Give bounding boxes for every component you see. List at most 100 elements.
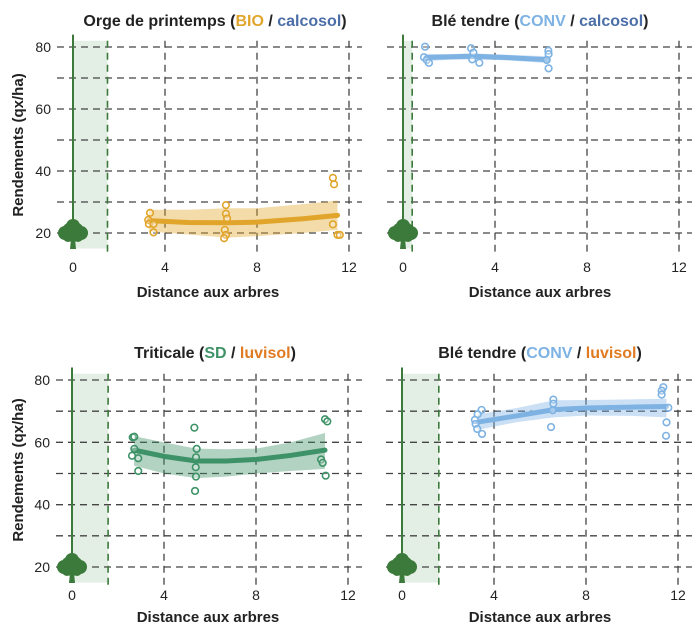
confidence-band xyxy=(134,432,325,479)
tree-strip xyxy=(403,40,413,249)
panel-title: Triticale (SD / luvisol) xyxy=(134,345,296,362)
data-point xyxy=(662,418,671,427)
data-point xyxy=(321,471,330,480)
plot-area xyxy=(57,34,362,252)
data-point xyxy=(190,486,200,496)
data-point xyxy=(544,64,553,73)
data-point xyxy=(149,228,158,237)
plot-area xyxy=(386,367,692,586)
tree-canopy xyxy=(402,566,412,576)
data-point xyxy=(191,453,201,462)
data-point xyxy=(420,42,430,51)
data-point xyxy=(335,230,344,239)
panel-ble-conv-calcosol: Blé tendre (CONV / calcosol) Distance au… xyxy=(387,13,692,301)
y-tick-label: 60 xyxy=(34,434,50,450)
tree-strip xyxy=(73,40,108,249)
data-point xyxy=(475,58,484,67)
tree-canopy xyxy=(393,232,403,242)
y-tick-label: 40 xyxy=(34,497,50,513)
trend-line xyxy=(146,212,340,226)
data-point xyxy=(130,432,139,441)
x-tick-label: 0 xyxy=(69,259,77,275)
x-tick-label: 8 xyxy=(253,259,261,275)
x-axis-label: Distance aux arbres xyxy=(469,609,612,626)
data-point xyxy=(130,444,139,453)
trend-line xyxy=(423,53,551,63)
tree-icon xyxy=(58,219,88,249)
x-tick-label: 12 xyxy=(340,587,356,603)
tree-canopy xyxy=(63,232,73,242)
data-point xyxy=(323,417,332,426)
tree-strip xyxy=(72,373,109,583)
x-tick-label: 0 xyxy=(68,587,76,603)
x-tick-label: 8 xyxy=(583,259,591,275)
plot-area xyxy=(56,367,362,586)
tree-icon xyxy=(388,219,418,249)
data-point xyxy=(134,454,143,463)
tree-trunk xyxy=(69,573,75,583)
data-point xyxy=(328,173,338,182)
x-tick-label: 0 xyxy=(399,259,407,275)
y-axis-label: Rendements (qx/ha) xyxy=(10,398,27,541)
panel-title: Blé tendre (CONV / calcosol) xyxy=(432,13,649,30)
tree-icon xyxy=(387,553,417,583)
confidence-band xyxy=(148,200,338,238)
x-tick-label: 12 xyxy=(671,259,687,275)
data-point xyxy=(664,403,673,412)
y-tick-label: 60 xyxy=(35,101,51,117)
x-tick-label: 4 xyxy=(490,587,498,603)
data-point xyxy=(661,431,671,440)
tree-strip xyxy=(402,373,439,583)
data-point xyxy=(191,463,200,472)
tree-canopy xyxy=(72,566,82,576)
panel-ble-conv-luvisol: Blé tendre (CONV / luvisol) Distance aux… xyxy=(386,345,692,626)
data-point xyxy=(192,444,201,453)
data-point xyxy=(149,219,158,229)
x-axis-label: Distance aux arbres xyxy=(137,609,280,626)
tree-trunk xyxy=(399,573,405,583)
x-tick-label: 4 xyxy=(491,259,499,275)
tree-canopy xyxy=(73,232,83,242)
y-tick-label: 40 xyxy=(35,163,51,179)
x-axis-label: Distance aux arbres xyxy=(469,284,612,301)
panel-title: Orge de printemps (BIO / calcosol) xyxy=(83,13,346,30)
y-tick-label: 20 xyxy=(34,559,50,575)
data-point xyxy=(548,406,557,415)
data-point xyxy=(221,201,231,210)
y-tick-label: 80 xyxy=(35,39,51,55)
data-point xyxy=(424,58,434,67)
data-point xyxy=(549,399,558,408)
data-point xyxy=(473,424,482,434)
data-point xyxy=(134,466,143,476)
plot-area xyxy=(387,34,692,252)
y-tick-label: 20 xyxy=(35,225,51,241)
x-tick-label: 8 xyxy=(582,587,590,603)
data-point xyxy=(190,423,199,432)
tree-canopy xyxy=(392,566,402,576)
data-point xyxy=(546,422,556,432)
tree-trunk xyxy=(70,239,76,249)
data-point xyxy=(220,234,229,243)
x-tick-label: 12 xyxy=(670,587,686,603)
trend-line xyxy=(475,403,669,425)
confidence-band xyxy=(477,398,667,430)
panel-title: Blé tendre (CONV / luvisol) xyxy=(438,345,642,362)
data-point xyxy=(145,208,155,217)
data-point xyxy=(223,214,232,223)
x-axis-label: Distance aux arbres xyxy=(137,284,280,301)
x-tick-label: 4 xyxy=(161,259,169,275)
x-tick-label: 8 xyxy=(252,587,260,603)
panel-orge-bio-calcosol: Orge de printemps (BIO / calcosol) Dista… xyxy=(10,13,362,301)
y-axis-label: Rendements (qx/ha) xyxy=(10,73,27,216)
x-tick-label: 12 xyxy=(341,259,357,275)
tree-canopy xyxy=(403,232,413,242)
data-point xyxy=(469,48,478,57)
data-point xyxy=(657,390,666,399)
tree-trunk xyxy=(400,239,406,249)
data-point xyxy=(318,458,327,468)
data-point xyxy=(191,472,201,481)
x-tick-label: 0 xyxy=(398,587,406,603)
y-tick-label: 80 xyxy=(34,372,50,388)
data-point xyxy=(328,220,338,229)
